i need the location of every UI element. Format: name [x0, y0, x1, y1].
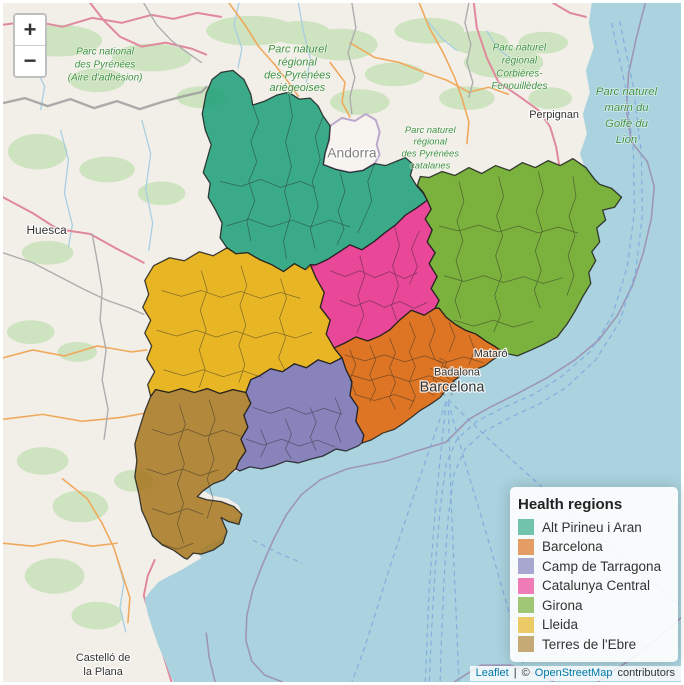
svg-text:des Pyrénées: des Pyrénées: [75, 59, 136, 70]
mataro-label: Mataró: [474, 348, 508, 360]
svg-text:Corbières-: Corbières-: [496, 68, 543, 79]
svg-text:régional: régional: [502, 55, 538, 66]
legend-item: Alt Pirineu i Aran: [518, 518, 670, 538]
svg-text:Parc naturel: Parc naturel: [268, 44, 327, 56]
svg-text:régional: régional: [413, 136, 447, 147]
legend-item: Terres de l'Ebre: [518, 635, 670, 655]
map-labels: Parc national des Pyrénées (Aire d'adhés…: [25, 42, 658, 679]
legend-item: Girona: [518, 596, 670, 616]
huesca-label: Huesca: [26, 223, 67, 237]
legend-item: Camp de Tarragona: [518, 557, 670, 577]
zoom-out-button[interactable]: −: [15, 46, 45, 76]
admin-borders: [3, 85, 381, 174]
base-roads: [3, 3, 587, 682]
legend-label: Terres de l'Ebre: [542, 636, 637, 652]
svg-text:Parc naturel: Parc naturel: [405, 124, 457, 135]
parc-golfe-lion-label: Parc naturel marin du Golfe du Lion: [595, 85, 658, 146]
france-spain-border: [3, 85, 209, 111]
parc-ariegeoises-label: Parc naturel régional des Pyrénées ariég…: [263, 43, 332, 95]
legend-label: Lleida: [542, 617, 579, 633]
svg-text:Parc naturel: Parc naturel: [493, 43, 547, 54]
castello-label-line2: la Plana: [83, 666, 123, 678]
legend-swatch-lleida: [518, 616, 534, 633]
zoom-in-button[interactable]: +: [15, 15, 45, 46]
legend-label: Girona: [542, 597, 583, 613]
legend-swatch-terres-de-l-ebre: [518, 636, 534, 653]
parc-national-pyrenees-label: Parc national des Pyrénées (Aire d'adhés…: [67, 46, 143, 84]
legend-item: Lleida: [518, 615, 670, 635]
attribution-separator: |: [513, 667, 517, 679]
municipality-borders: [146, 92, 579, 550]
region-camp-de-tarragona[interactable]: [235, 357, 365, 472]
legend-item: Catalunya Central: [518, 576, 670, 596]
svg-text:régional: régional: [278, 56, 317, 68]
legend: Health regions Alt Pirineu i Aran Barcel…: [510, 486, 678, 662]
legend-label: Barcelona: [542, 539, 603, 555]
legend-label: Catalunya Central: [542, 578, 651, 594]
svg-text:Parc national: Parc national: [76, 47, 135, 58]
svg-text:catalanes: catalanes: [410, 160, 451, 171]
osm-link[interactable]: OpenStreetMap: [534, 667, 613, 679]
barcelona-label: Barcelona: [420, 380, 485, 396]
svg-text:Lion: Lion: [616, 134, 638, 146]
region-terres-de-l-ebre[interactable]: [134, 387, 252, 560]
legend-label: Camp de Tarragona: [542, 558, 662, 574]
andorra-label: Andorra: [327, 145, 377, 161]
leaflet-link[interactable]: Leaflet: [475, 667, 509, 679]
parc-corbieres-label: Parc naturel régional Corbières- Fenouil…: [491, 42, 549, 93]
legend-label: Alt Pirineu i Aran: [542, 519, 642, 535]
perpignan-label: Perpignan: [529, 109, 579, 121]
svg-text:des Pyrénées: des Pyrénées: [264, 69, 331, 81]
legend-title: Health regions: [518, 495, 623, 513]
legend-item: Barcelona: [518, 537, 670, 557]
castello-label-line1: Castelló de: [76, 652, 130, 664]
legend-swatch-catalunya-central: [518, 577, 534, 594]
attribution: Leaflet | © OpenStreetMap contributors: [469, 666, 681, 681]
svg-text:Parc naturel: Parc naturel: [596, 86, 658, 98]
attribution-contributors: contributors: [617, 667, 675, 679]
legend-swatch-alt-pirineu: [518, 519, 534, 536]
region-girona[interactable]: [416, 157, 623, 357]
ferry-route-lines: [252, 20, 681, 682]
zoom-control: + −: [13, 13, 47, 78]
svg-text:(Aire d'adhésion): (Aire d'adhésion): [68, 72, 143, 83]
svg-text:Golfe du: Golfe du: [605, 118, 649, 130]
legend-swatch-camp-de-tarragona: [518, 558, 534, 575]
badalona-label: Badalona: [434, 367, 481, 379]
svg-text:des Pyrénées: des Pyrénées: [401, 148, 459, 159]
legend-swatch-barcelona: [518, 538, 534, 555]
svg-text:Fenouillèdes: Fenouillèdes: [491, 81, 547, 92]
svg-text:marin du: marin du: [604, 102, 649, 114]
legend-swatch-girona: [518, 597, 534, 614]
svg-text:ariégeoises: ariégeoises: [270, 82, 326, 94]
parc-catalanes-label: Parc naturel régional des Pyrénées catal…: [401, 123, 460, 171]
copyright-symbol: ©: [521, 667, 530, 679]
